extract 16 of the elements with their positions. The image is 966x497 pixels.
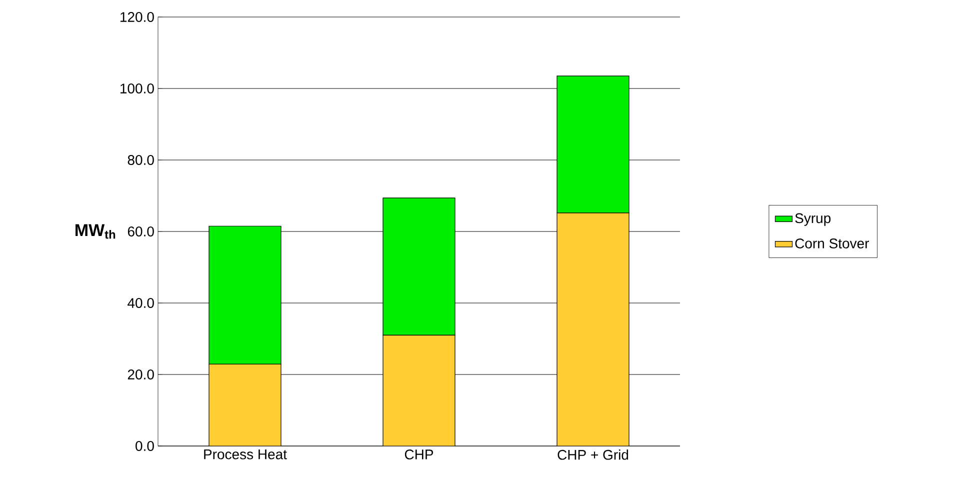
- x-tick-label: CHP: [404, 450, 434, 460]
- x-tick-label: CHP + Grid: [558, 450, 628, 460]
- y-tick-label: 100.0: [120, 84, 154, 94]
- bar: [556, 212, 630, 446]
- x-tick-label: Process Heat: [204, 450, 287, 460]
- y-tick-label: 20.0: [128, 370, 154, 380]
- y-tick-label: 80.0: [128, 155, 154, 165]
- bar: [208, 364, 282, 446]
- legend-label: Syrup: [795, 213, 831, 226]
- y-tick-label: 40.0: [128, 298, 154, 308]
- bar: [382, 334, 456, 446]
- legend-label: Corn Stover: [795, 238, 869, 248]
- y-tick-label: 60.0: [128, 226, 154, 236]
- y-tick-label: 0.0: [136, 441, 154, 451]
- y-tick-label: 120.0: [120, 12, 154, 22]
- y-axis-title: MW$_{th}$: [76, 224, 116, 239]
